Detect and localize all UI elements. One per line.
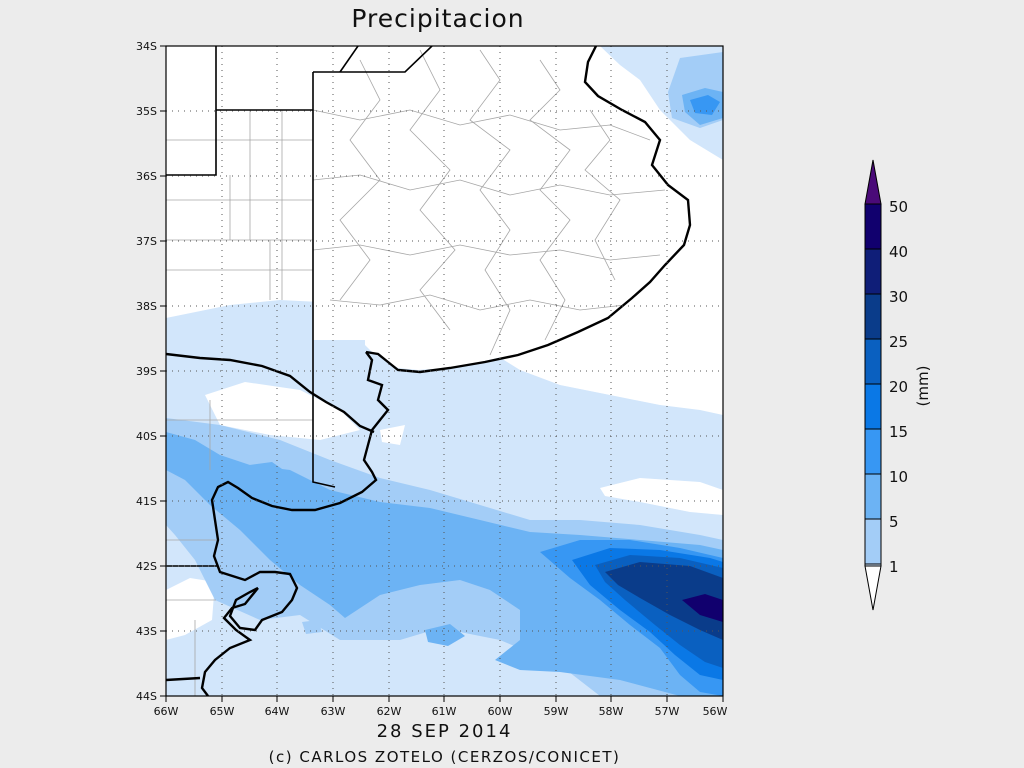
colorbar-segment — [864, 203, 882, 250]
colorbar-labels: 1 5 10 15 20 25 30 40 50 (mm) — [889, 198, 932, 576]
colorbar-label: 50 — [889, 198, 908, 216]
lon-tick-label: 60W — [488, 705, 513, 718]
colorbar-label: 1 — [889, 558, 899, 576]
colorbar — [864, 159, 882, 611]
map-area — [166, 46, 723, 696]
lon-tick-label: 63W — [321, 705, 346, 718]
lon-tick-label: 66W — [154, 705, 179, 718]
lat-tick-label: 37S — [136, 235, 157, 248]
lat-tick-label: 44S — [136, 690, 157, 703]
colorbar-segment — [864, 473, 882, 520]
colorbar-segment — [864, 338, 882, 385]
colorbar-segment — [864, 383, 882, 430]
lat-tick-label: 39S — [136, 365, 157, 378]
lat-tick-label: 34S — [136, 40, 157, 53]
colorbar-label: 10 — [889, 468, 908, 486]
lon-tick-label: 58W — [599, 705, 624, 718]
latitude-axis: 34S 35S 36S 37S 38S 39S 40S 41S 42S 43S … — [136, 40, 166, 703]
colorbar-top-arrow — [864, 159, 882, 205]
lon-tick-label: 59W — [544, 705, 569, 718]
precip-level-15 — [690, 95, 720, 115]
lon-tick-label: 57W — [655, 705, 680, 718]
lon-tick-label: 65W — [210, 705, 235, 718]
precip-level-30 — [605, 562, 723, 640]
colorbar-label: 30 — [889, 288, 908, 306]
lon-tick-label: 56W — [703, 705, 728, 718]
grid-lines — [166, 46, 723, 696]
colorbar-segment — [864, 428, 882, 475]
colorbar-segment — [864, 293, 882, 340]
colorbar-label: 40 — [889, 243, 908, 261]
precip-level-10 — [242, 462, 295, 505]
lat-tick-label: 40S — [136, 430, 157, 443]
lat-tick-label: 42S — [136, 560, 157, 573]
lon-tick-label: 62W — [377, 705, 402, 718]
lat-tick-label: 35S — [136, 105, 157, 118]
colorbar-label: 25 — [889, 333, 908, 351]
colorbar-label: 15 — [889, 423, 908, 441]
lat-tick-label: 36S — [136, 170, 157, 183]
colorbar-segment — [864, 248, 882, 295]
precip-dry-area — [380, 425, 405, 445]
map-title: Precipitacion — [351, 4, 525, 33]
colorbar-label: 5 — [889, 513, 899, 531]
precip-dry-area — [600, 478, 723, 515]
precip-level-40 — [682, 594, 723, 622]
precip-level-10 — [166, 432, 723, 696]
lat-tick-label: 43S — [136, 625, 157, 638]
date-label: 28 SEP 2014 — [376, 721, 513, 742]
precip-dry-area — [166, 578, 215, 640]
lat-tick-label: 41S — [136, 495, 157, 508]
precip-level-10 — [425, 624, 465, 646]
colorbar-label: 20 — [889, 378, 908, 396]
province-boundaries — [166, 46, 433, 567]
colorbar-segment — [864, 518, 882, 565]
colorbar-bottom-arrow — [864, 565, 882, 611]
land-buenos-aires — [313, 46, 690, 370]
precip-dry-area — [205, 382, 360, 440]
lon-tick-label: 61W — [432, 705, 457, 718]
credit-text: (c) CARLOS ZOTELO (CERZOS/CONICET) — [268, 748, 621, 766]
department-boundaries — [166, 46, 666, 696]
longitude-axis: 66W 65W 64W 63W 62W 61W 60W 59W 58W 57W … — [154, 696, 728, 718]
colorbar-unit: (mm) — [914, 366, 932, 407]
lat-tick-label: 38S — [136, 300, 157, 313]
lon-tick-label: 64W — [265, 705, 290, 718]
